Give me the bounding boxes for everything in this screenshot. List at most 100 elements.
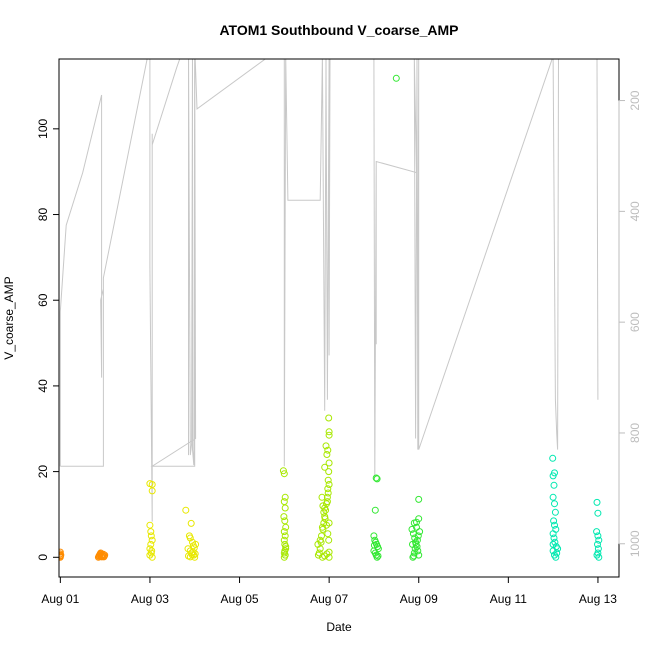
data-point xyxy=(324,485,332,493)
data-point xyxy=(324,530,332,538)
data-point xyxy=(59,551,65,559)
chart-title: ATOM1 Southbound V_coarse_AMP xyxy=(219,22,458,38)
x-axis-label: Date xyxy=(326,620,352,634)
series-aug-06 xyxy=(279,414,333,561)
data-point xyxy=(100,552,108,560)
data-point xyxy=(373,475,381,483)
series-aug-01 xyxy=(59,548,109,561)
data-point xyxy=(321,552,329,560)
y-axis-label: V_coarse_AMP xyxy=(2,276,16,359)
data-point xyxy=(281,532,289,540)
data-point xyxy=(593,551,601,559)
series-aug-12 xyxy=(549,454,603,561)
x-tick-label: Aug 07 xyxy=(310,592,348,606)
data-point xyxy=(410,552,418,560)
x-tick-label: Aug 03 xyxy=(131,592,169,606)
data-point xyxy=(594,540,601,548)
data-point xyxy=(409,553,417,561)
data-point xyxy=(148,547,156,555)
series-aug-08 xyxy=(370,74,424,561)
data-point xyxy=(318,493,326,501)
data-point xyxy=(192,540,200,548)
y-tick-label: 100 xyxy=(36,119,50,139)
data-point xyxy=(413,523,420,531)
data-point xyxy=(323,493,331,501)
data-point xyxy=(322,442,330,450)
data-point xyxy=(594,509,602,517)
data-point xyxy=(321,463,329,471)
depth-line xyxy=(59,59,599,522)
data-point xyxy=(281,493,289,501)
data-point xyxy=(372,474,380,482)
data-point xyxy=(316,545,324,553)
data-point xyxy=(323,451,331,458)
right-tick-label: 1000 xyxy=(628,530,642,557)
data-point xyxy=(146,551,154,559)
x-tick-label: Aug 05 xyxy=(221,592,259,606)
data-point xyxy=(281,547,289,555)
x-tick-label: Aug 13 xyxy=(579,592,617,606)
data-point xyxy=(552,553,560,561)
data-point xyxy=(370,541,378,549)
data-point xyxy=(551,521,558,529)
data-point xyxy=(593,528,601,536)
data-point xyxy=(280,536,288,544)
right-tick-label: 600 xyxy=(628,312,642,332)
data-point xyxy=(325,459,333,467)
data-point xyxy=(410,549,418,557)
data-point xyxy=(325,548,333,556)
data-point xyxy=(415,495,423,503)
data-point xyxy=(415,515,423,523)
data-point xyxy=(182,506,190,514)
data-point xyxy=(374,552,382,560)
right-tick-label: 800 xyxy=(628,423,642,443)
data-point xyxy=(147,532,155,540)
data-point xyxy=(282,543,290,551)
y-axis: 0 20 40 60 80 100 xyxy=(36,119,60,561)
data-point xyxy=(281,517,289,525)
right-tick-label: 200 xyxy=(628,90,642,110)
data-point xyxy=(325,468,333,476)
y-tick-label: 40 xyxy=(36,379,50,393)
data-point xyxy=(550,481,558,489)
data-point xyxy=(549,493,557,501)
data-point xyxy=(319,502,327,510)
data-point xyxy=(325,536,333,544)
data-point xyxy=(554,545,562,553)
data-point xyxy=(594,532,602,540)
data-point xyxy=(282,523,290,531)
data-point xyxy=(147,528,155,536)
data-point xyxy=(187,519,195,527)
data-point xyxy=(409,540,416,548)
data-point xyxy=(551,538,559,546)
x-axis: Aug 01 Aug 03 Aug 05 Aug 07 Aug 09 Aug 11 Aug … xyxy=(41,576,617,606)
x-tick-label: Aug 11 xyxy=(490,592,527,606)
data-point xyxy=(595,553,603,561)
data-point xyxy=(549,530,557,538)
data-point xyxy=(325,553,333,561)
data-point xyxy=(414,532,422,540)
series-aug-03 xyxy=(146,480,200,561)
data-point xyxy=(280,528,288,536)
y-tick-label: 0 xyxy=(36,554,50,561)
data-point xyxy=(549,472,557,480)
data-point xyxy=(593,498,601,506)
data-point xyxy=(318,523,326,531)
data-point xyxy=(325,414,333,422)
data-point xyxy=(370,532,378,540)
data-point xyxy=(373,553,381,561)
data-point xyxy=(549,454,557,462)
x-tick-label: Aug 01 xyxy=(41,592,79,606)
data-point xyxy=(148,487,156,495)
data-point xyxy=(413,518,420,526)
data-point xyxy=(551,508,559,516)
data-point xyxy=(320,508,328,516)
right-tick-label: 400 xyxy=(628,201,642,221)
data-point xyxy=(189,548,197,556)
data-point xyxy=(324,476,332,484)
data-point xyxy=(325,519,333,527)
data-point xyxy=(408,525,416,533)
data-point xyxy=(280,470,288,478)
data-point xyxy=(551,500,558,508)
